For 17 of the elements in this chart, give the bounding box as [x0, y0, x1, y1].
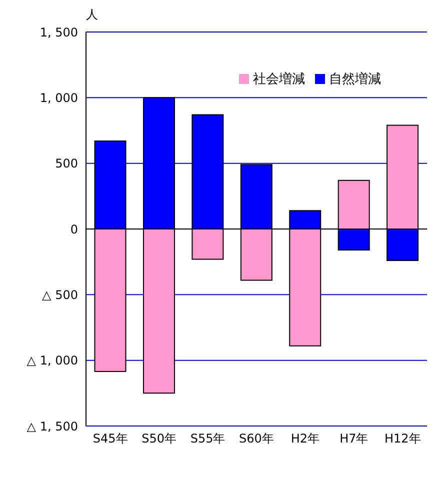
y-tick-label: 1, 000 [40, 90, 78, 105]
y-tick-label: 1, 500 [40, 25, 78, 40]
x-tick-label: S50年 [142, 432, 177, 446]
y-tick-label: 0 [70, 222, 78, 236]
x-tick-label: H12年 [384, 432, 421, 446]
x-tick-label: S60年 [239, 432, 274, 446]
x-tick-label: H2年 [290, 432, 320, 446]
y-tick-label: △ 500 [42, 288, 78, 302]
y-tick-label: △ 1, 500 [26, 419, 78, 434]
x-tick-label: S45年 [92, 432, 128, 446]
legend-label: 社会増減 [253, 72, 305, 87]
y-tick-label: △ 1, 000 [26, 354, 78, 368]
x-tick-label: H7年 [340, 432, 368, 446]
y-tick-label: 500 [55, 156, 78, 171]
y-axis-title: 人 [86, 8, 98, 22]
x-tick-label: S55年 [190, 432, 226, 446]
legend-label: 自然増減 [329, 72, 381, 87]
